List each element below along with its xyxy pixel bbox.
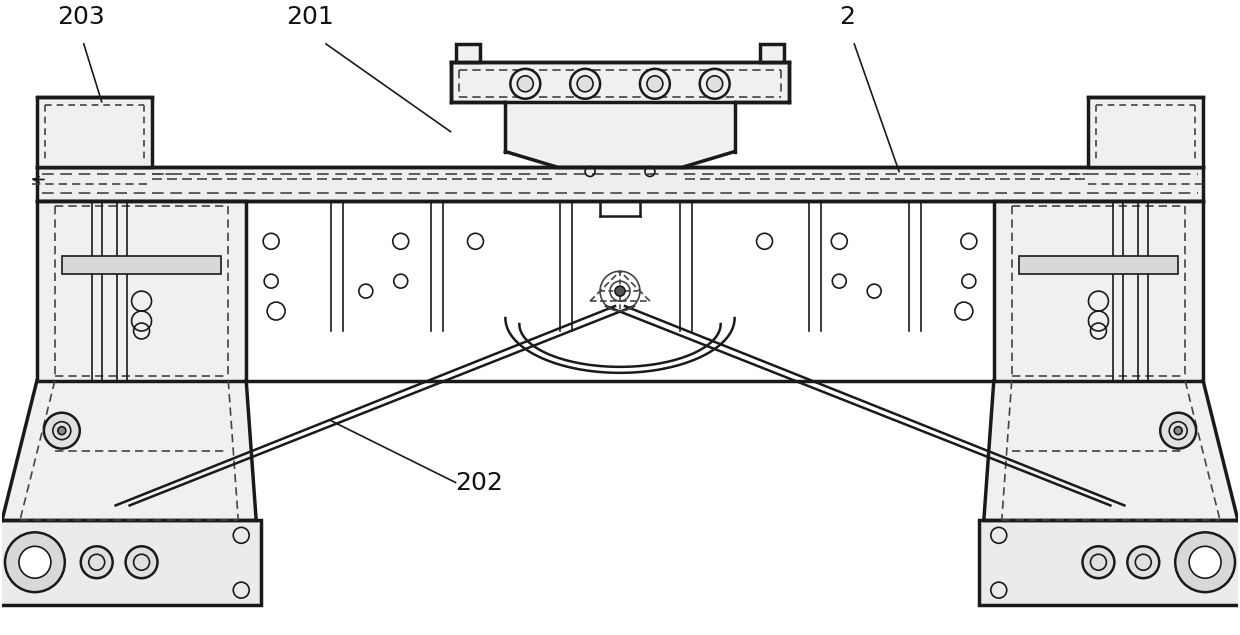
- Circle shape: [1127, 546, 1159, 578]
- Circle shape: [517, 76, 533, 92]
- Text: 2: 2: [839, 5, 856, 29]
- Bar: [37, 201, 247, 381]
- Circle shape: [1176, 532, 1235, 592]
- Circle shape: [19, 546, 51, 578]
- Bar: [1019, 257, 1178, 274]
- Circle shape: [615, 286, 625, 296]
- Text: 202: 202: [455, 471, 503, 495]
- Bar: [455, 44, 480, 62]
- Bar: [760, 44, 785, 62]
- Circle shape: [1083, 546, 1115, 578]
- Circle shape: [570, 69, 600, 99]
- Polygon shape: [2, 381, 257, 520]
- Circle shape: [1189, 546, 1221, 578]
- Circle shape: [58, 427, 66, 434]
- Bar: [0, 520, 262, 605]
- Circle shape: [43, 413, 79, 448]
- Text: 201: 201: [286, 5, 334, 29]
- Polygon shape: [983, 381, 1238, 520]
- Circle shape: [81, 546, 113, 578]
- Bar: [37, 166, 1203, 201]
- Polygon shape: [450, 62, 790, 166]
- Circle shape: [707, 76, 723, 92]
- Bar: [450, 62, 790, 102]
- Circle shape: [647, 76, 663, 92]
- Bar: [993, 201, 1203, 381]
- Circle shape: [125, 546, 157, 578]
- Circle shape: [1174, 427, 1182, 434]
- Circle shape: [699, 69, 729, 99]
- Bar: [37, 97, 151, 166]
- Circle shape: [577, 76, 593, 92]
- Circle shape: [640, 69, 670, 99]
- Circle shape: [511, 69, 541, 99]
- Circle shape: [5, 532, 64, 592]
- Text: 203: 203: [57, 5, 104, 29]
- Bar: [1089, 97, 1203, 166]
- Bar: [62, 257, 221, 274]
- Bar: [978, 520, 1240, 605]
- Circle shape: [1161, 413, 1197, 448]
